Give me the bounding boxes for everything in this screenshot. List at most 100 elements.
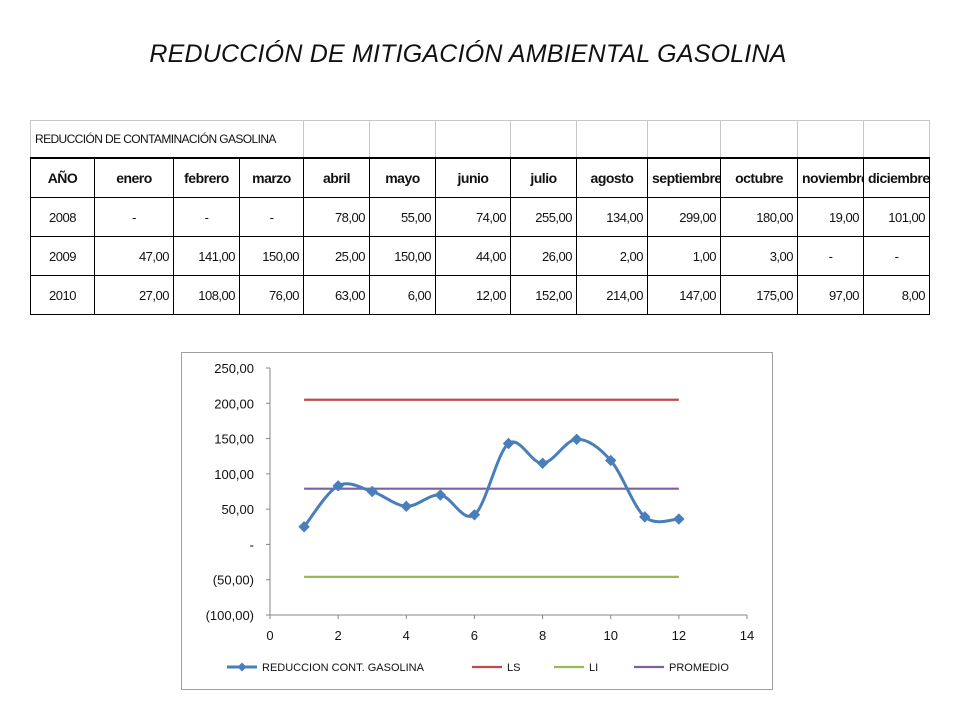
x-tick-label: 14 [740, 628, 754, 643]
table-value-cell: 76,00 [239, 275, 304, 315]
table-empty-cell [647, 120, 721, 159]
y-tick-label: 150,00 [214, 432, 254, 447]
data-point [673, 513, 685, 525]
data-point [502, 437, 515, 450]
table-value-cell: 8,00 [863, 275, 930, 315]
data-table: REDUCCIÓN DE CONTAMINACIÓN GASOLINA AÑO en… [30, 120, 930, 315]
data-point [605, 454, 617, 467]
table-value-cell: 101,00 [863, 197, 930, 237]
table-header-cell: julio [510, 157, 577, 198]
table-header-cell: septiembre [647, 157, 721, 198]
table-value-cell: 3,00 [720, 236, 798, 276]
table-value-cell: 141,00 [173, 236, 240, 276]
table-value-cell: 55,00 [369, 197, 436, 237]
table-value-cell: - [863, 236, 930, 276]
series-line-0 [302, 437, 679, 528]
table-header-cell: octubre [720, 157, 798, 198]
legend-label: LI [589, 662, 598, 674]
legend-marker [237, 662, 247, 672]
table-value-cell: 26,00 [510, 236, 577, 276]
table-value-cell: 63,00 [303, 275, 370, 315]
chart-area: 250,00 200,00 150,00 100,00 50,00 - (50,00) (10… [181, 352, 773, 690]
table-empty-cell [435, 120, 511, 159]
data-point [366, 485, 378, 498]
data-point [570, 433, 583, 445]
table-row: 2009 47,00 141,00 150,00 25,00 150,00 44,00 26,… [30, 236, 930, 276]
slide-title: REDUCCIÓN DE MITIGACIÓN AMBIENTAL GASOLI… [149, 40, 787, 68]
table-header-cell: AÑO [30, 157, 95, 198]
table-value-cell: 2,00 [576, 236, 648, 276]
x-tick-label: 12 [672, 628, 686, 643]
table-row: 2008- - -78,00 55,00 74,00 255,00 134,00 299,00… [30, 197, 930, 237]
table-header-cell: abril [303, 157, 370, 198]
x-tick-label: 2 [335, 628, 342, 643]
table-empty-cell [797, 120, 864, 159]
table-empty-cell [863, 120, 930, 159]
data-point [468, 509, 481, 521]
legend-label: LS [507, 662, 520, 674]
table-row: 2010 27,00 108,00 76,00 63,00 6,00 12,00 152,00… [30, 275, 930, 315]
table-value-cell: 44,00 [435, 236, 511, 276]
table-year-cell: 2008 [30, 197, 95, 237]
y-tick-label: - [250, 537, 254, 552]
table-value-cell: 108,00 [173, 275, 240, 315]
table-value-cell: 150,00 [239, 236, 304, 276]
table-header-cell: noviembre [797, 157, 864, 198]
legend-label: PROMEDIO [669, 662, 729, 674]
table-value-cell: 12,00 [435, 275, 511, 315]
table-header-cell: enero [94, 157, 174, 198]
table-value-cell: 150,00 [369, 236, 436, 276]
table-value-cell: 25,00 [303, 236, 370, 276]
table-value-cell: 175,00 [720, 275, 798, 315]
table-value-cell: 134,00 [576, 197, 648, 237]
table-value-cell: 255,00 [510, 197, 577, 237]
y-tick-label: 200,00 [214, 396, 254, 411]
table-year-cell: 2009 [30, 236, 95, 276]
table-value-cell: 180,00 [720, 197, 798, 237]
table-empty-cell [720, 120, 798, 159]
x-tick-label: 10 [603, 628, 617, 643]
table-empty-cell [369, 120, 436, 159]
table-value-cell: 27,00 [94, 275, 174, 315]
table-value-cell: 299,00 [647, 197, 721, 237]
table-value-cell: 6,00 [369, 275, 436, 315]
table-header-cell: agosto [576, 157, 648, 198]
table-empty-cell [303, 120, 370, 159]
table-value-cell: 152,00 [510, 275, 577, 315]
y-tick-label: 100,00 [214, 467, 254, 482]
y-tick-label: (50,00) [213, 573, 254, 588]
table-value-cell: - [94, 197, 174, 237]
table-value-cell: 214,00 [576, 275, 648, 315]
legend-label: REDUCCION CONT. GASOLINA [262, 662, 425, 674]
table-year-cell: 2010 [30, 275, 95, 315]
data-point [639, 511, 651, 523]
data-point [400, 500, 412, 513]
y-tick-label: 250,00 [214, 361, 254, 376]
table-value-cell: 19,00 [797, 197, 864, 237]
table-header-cell: diciembre [863, 157, 930, 198]
data-point [536, 457, 549, 469]
table-value-cell: - [173, 197, 240, 237]
table-value-cell: 78,00 [303, 197, 370, 237]
table-value-cell: - [239, 197, 304, 237]
y-tick-label: (100,00) [206, 608, 254, 623]
table-header-cell: marzo [239, 157, 304, 198]
x-tick-label: 4 [403, 628, 410, 643]
line-chart: 250,00 200,00 150,00 100,00 50,00 - (50,00) (10… [206, 361, 755, 674]
x-tick-label: 6 [471, 628, 478, 643]
table-header-cell: febrero [173, 157, 240, 198]
table-value-cell: 74,00 [435, 197, 511, 237]
table-value-cell: 97,00 [797, 275, 864, 315]
data-point [332, 480, 344, 492]
table-value-cell: 1,00 [647, 236, 721, 276]
table-empty-cell [576, 120, 648, 159]
table-value-cell: 147,00 [647, 275, 721, 315]
table-empty-cell [510, 120, 577, 159]
y-tick-label: 50,00 [221, 502, 254, 517]
data-point [434, 489, 447, 501]
table-value-cell: - [797, 236, 864, 276]
data-point [298, 521, 310, 533]
x-tick-label: 8 [539, 628, 546, 643]
table-header-cell: mayo [369, 157, 436, 198]
table-value-cell: 47,00 [94, 236, 174, 276]
